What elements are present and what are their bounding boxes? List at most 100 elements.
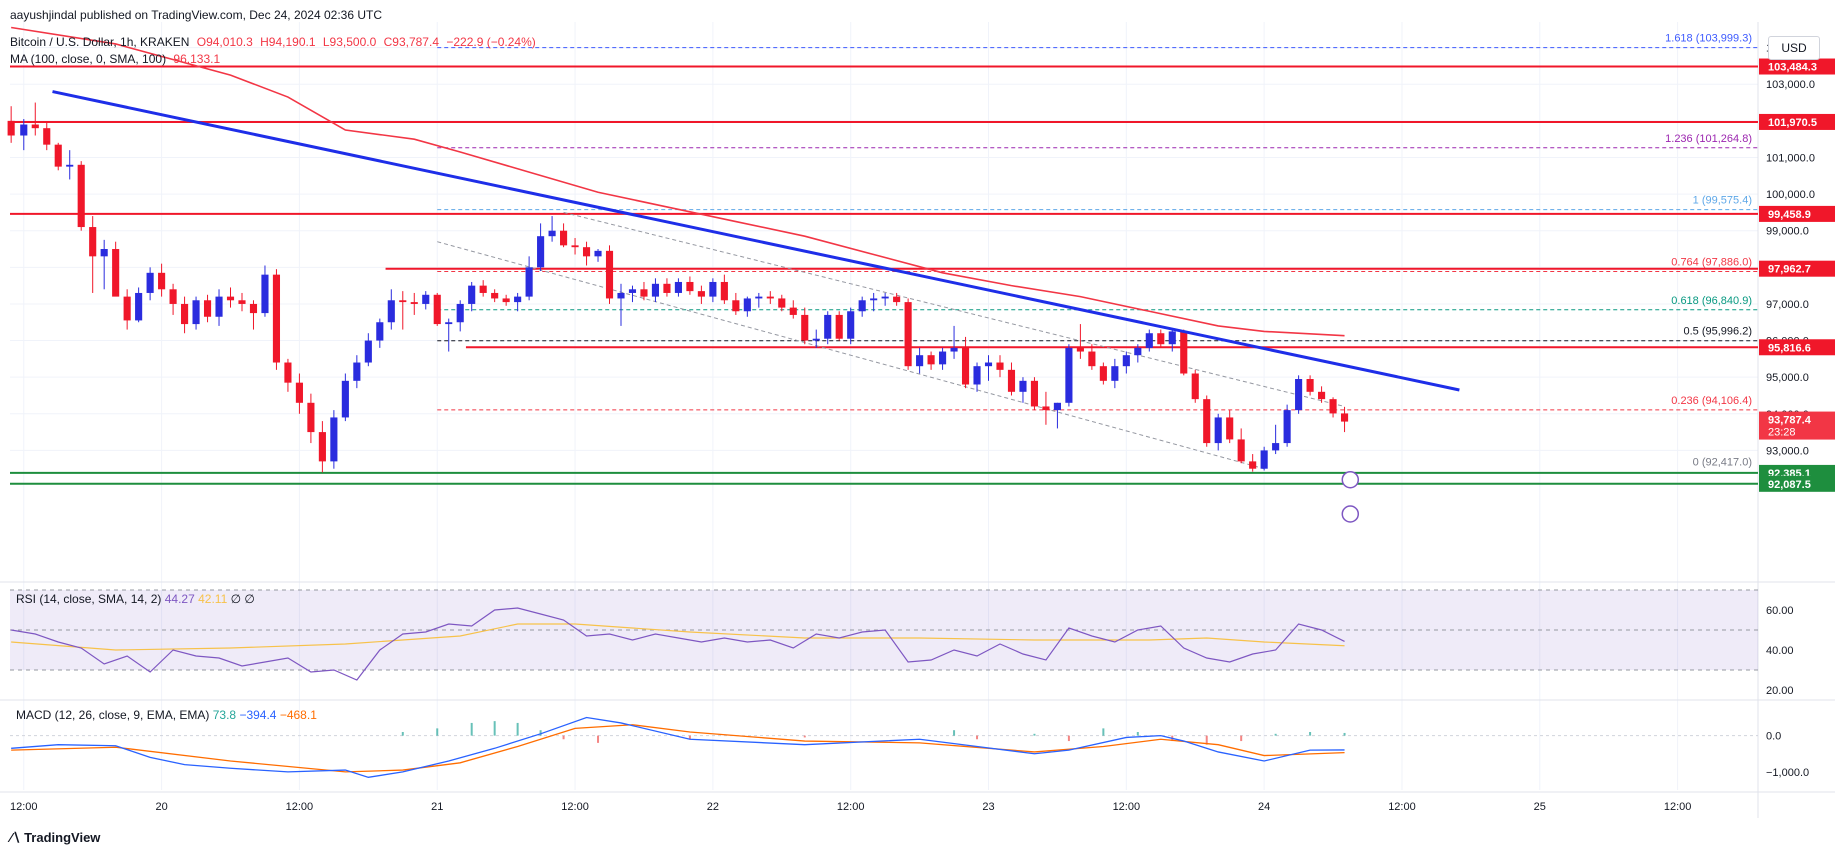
candle-body: [847, 311, 855, 339]
candle-body: [1295, 379, 1303, 411]
candle-body: [1019, 380, 1027, 392]
ohlc-close: C93,787.4: [383, 35, 439, 49]
x-tick-label: 12:00: [10, 801, 38, 813]
x-tick-label: 22: [707, 801, 719, 813]
y-tick-label: 95,000.0: [1766, 372, 1809, 384]
candle-body: [77, 164, 85, 228]
macd-signal-value: −468.1: [279, 708, 317, 722]
candle-body: [1157, 333, 1165, 345]
candle-body: [870, 298, 878, 301]
candle-body: [686, 281, 694, 292]
ohlc-high: H94,190.1: [260, 35, 316, 49]
currency-selector[interactable]: USD: [1768, 36, 1820, 60]
candle-body: [479, 285, 487, 293]
tradingview-logo-text: TradingView: [24, 830, 101, 845]
candle-body: [66, 164, 74, 167]
candle-body: [502, 298, 510, 303]
macd-histogram-bar: [470, 722, 473, 736]
candle-body: [640, 289, 648, 297]
candle-body: [996, 362, 1004, 370]
macd-line: [11, 716, 1345, 778]
candle-body: [1249, 461, 1257, 469]
candle-body: [732, 300, 740, 312]
last-price-label: 93,787.4: [1768, 415, 1812, 427]
x-tick-label: 20: [155, 801, 167, 813]
macd-histogram-bar: [1136, 732, 1139, 736]
candle-body: [1099, 366, 1107, 381]
dashed-channel-line: [437, 241, 1265, 470]
macd-histogram-bar: [562, 735, 565, 740]
candle-body: [353, 362, 361, 381]
candle-body: [387, 300, 395, 323]
candle-body: [399, 300, 407, 303]
y-tick-label: 93,000.0: [1766, 445, 1809, 457]
candle-body: [697, 291, 705, 297]
candle-body: [514, 296, 522, 303]
candle-body: [1042, 406, 1050, 411]
candle-body: [766, 296, 774, 299]
candle-body: [272, 274, 281, 363]
countdown-label: 23:28: [1768, 427, 1796, 439]
candle-body: [812, 338, 820, 341]
y-tick-label: 99,000.0: [1766, 226, 1809, 238]
fib-level-label: 0.236 (94,106.4): [1671, 395, 1752, 407]
fib-level-label: 1 (99,575.4): [1693, 195, 1752, 207]
fib-level-label: 0.5 (95,996.2): [1684, 326, 1753, 338]
macd-histogram-bar: [401, 732, 404, 736]
macd-signal-line: [11, 724, 1345, 773]
candle-body: [950, 347, 958, 352]
candle-body: [1053, 402, 1061, 411]
candle-body: [881, 296, 889, 299]
macd-legend: MACD (12, 26, close, 9, EMA, EMA) 73.8 −…: [16, 708, 317, 722]
candle-body: [893, 296, 901, 303]
macd-tick-label: −1,000.0: [1766, 767, 1809, 779]
candle-body: [468, 285, 476, 304]
macd-histogram-bar: [953, 730, 956, 736]
x-tick-label: 12:00: [1388, 801, 1416, 813]
x-tick-label: 12:00: [561, 801, 589, 813]
rsi-extra-1: ∅: [230, 592, 242, 606]
candle-body: [445, 322, 453, 325]
macd-histogram-bar: [1274, 733, 1277, 736]
candle-body: [1329, 399, 1337, 414]
x-tick-label: 12:00: [286, 801, 314, 813]
candle-body: [1318, 391, 1326, 400]
y-tick-label: 97,000.0: [1766, 299, 1809, 311]
candle-body: [89, 227, 97, 257]
candle-body: [927, 355, 935, 365]
candle-body: [181, 303, 189, 325]
rsi-tick-label: 60.00: [1766, 605, 1794, 617]
candle-body: [341, 380, 349, 418]
trendline: [52, 90, 1460, 392]
macd-histogram-bar: [436, 728, 439, 736]
candle-body: [789, 307, 797, 315]
fib-level-label: 1.618 (103,999.3): [1665, 33, 1752, 45]
candle-body: [123, 296, 131, 321]
macd-histogram-bar: [688, 735, 691, 740]
candle-body: [973, 366, 981, 385]
candle-body: [433, 294, 441, 325]
candle-body: [1306, 379, 1314, 392]
published-note: aayushjindal published on TradingView.co…: [10, 8, 383, 22]
candle-body: [146, 272, 154, 293]
candle-body: [456, 303, 464, 323]
macd-histogram-bar: [803, 735, 806, 738]
price-level-tag-label: 103,484.3: [1768, 62, 1817, 74]
candle-body: [295, 382, 303, 403]
x-tick-label: 23: [982, 801, 994, 813]
macd-value: −394.4: [239, 708, 277, 722]
candle-body: [1145, 333, 1153, 348]
candle-body: [835, 314, 843, 339]
candle-body: [112, 249, 120, 297]
ohlc-open: O94,010.3: [196, 35, 253, 49]
ma-value: 96,133.1: [173, 52, 221, 66]
lightning-icon: [1341, 505, 1360, 523]
candle-body: [1214, 417, 1222, 444]
candle-body: [755, 296, 763, 299]
rsi-extra-2: ∅: [244, 592, 255, 606]
candle-body: [249, 303, 258, 314]
candle-body: [720, 281, 728, 301]
candle-body: [548, 230, 556, 237]
ma-legend: MA (100, close, 0, SMA, 100) 96,133.1: [10, 52, 224, 66]
